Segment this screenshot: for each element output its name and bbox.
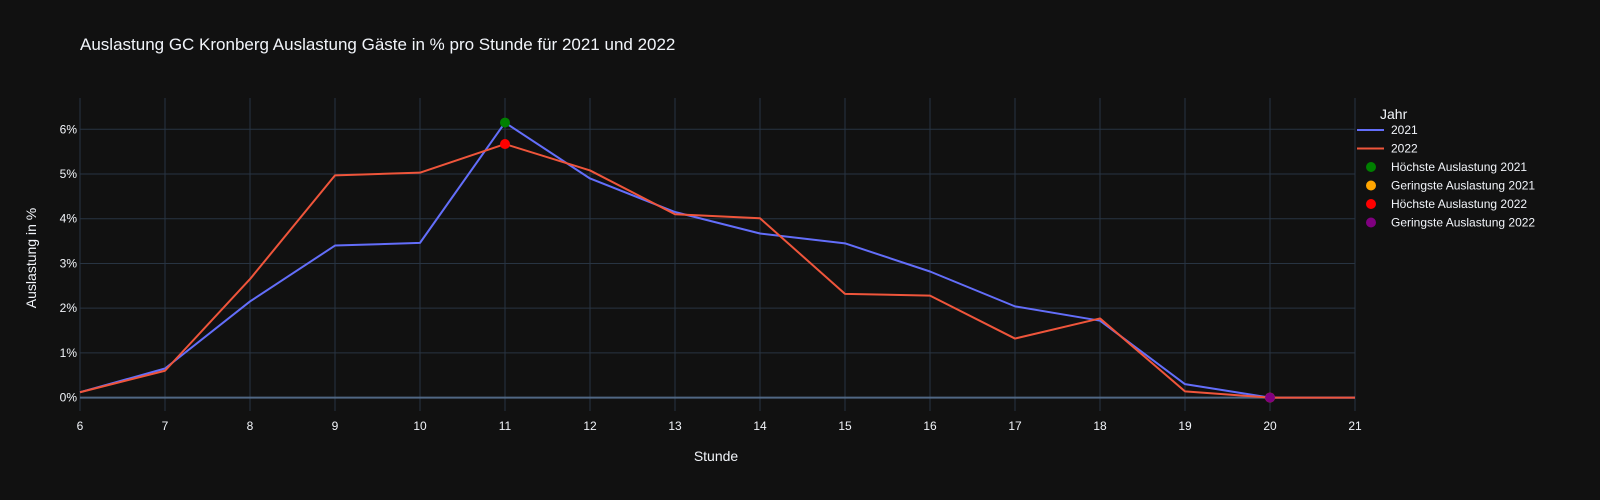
x-tick-label: 18	[1093, 419, 1107, 433]
highlight-markers	[500, 117, 1275, 403]
series-line-2022	[79, 143, 1355, 399]
legend-label: Geringste Auslastung 2021	[1391, 179, 1535, 193]
legend-label: Höchste Auslastung 2022	[1391, 197, 1527, 211]
x-axis: 6 7 8 9 10 11 12 13 14 15 16 17 18 19 20 21	[77, 419, 1362, 433]
highlight-marker	[1265, 392, 1275, 403]
y-tick-label: 6%	[60, 122, 78, 136]
y-tick-label: 5%	[60, 167, 78, 181]
legend-swatch-dot	[1366, 180, 1376, 191]
y-axis-title: Auslastung in %	[23, 208, 39, 308]
legend-swatch-dot	[1366, 217, 1376, 228]
highlight-marker	[500, 139, 510, 150]
y-tick-label: 0%	[60, 391, 78, 405]
x-tick-label: 10	[413, 419, 427, 433]
x-tick-label: 17	[1008, 419, 1022, 433]
x-tick-label: 19	[1178, 419, 1192, 433]
series-line-2021	[79, 121, 1355, 399]
legend-label: 2021	[1391, 123, 1418, 137]
grid-lines	[79, 98, 1356, 411]
x-tick-label: 6	[77, 419, 84, 433]
y-tick-label: 1%	[60, 346, 78, 360]
y-axis: 0% 1% 2% 3% 4% 5% 6%	[60, 122, 78, 404]
x-axis-title: Stunde	[694, 448, 739, 464]
x-tick-label: 13	[668, 419, 682, 433]
legend[interactable]: Jahr 2021 2022 Höchste Auslastung 2021 Geri…	[1357, 106, 1535, 230]
x-tick-label: 16	[923, 419, 937, 433]
y-tick-label: 4%	[60, 212, 78, 226]
y-tick-label: 2%	[60, 301, 78, 315]
x-tick-label: 15	[838, 419, 852, 433]
x-tick-label: 8	[247, 419, 254, 433]
legend-swatch-dot	[1366, 199, 1376, 209]
x-tick-label: 12	[583, 419, 597, 433]
x-tick-label: 21	[1348, 419, 1362, 433]
legend-title: Jahr	[1380, 106, 1408, 122]
chart-title: Auslastung GC Kronberg Auslastung Gäste …	[80, 35, 675, 54]
y-tick-label: 3%	[60, 256, 78, 270]
x-tick-label: 9	[332, 419, 339, 433]
legend-label: 2022	[1391, 142, 1418, 156]
x-tick-label: 11	[499, 419, 512, 433]
x-tick-label: 20	[1263, 419, 1277, 433]
x-tick-label: 7	[162, 419, 169, 433]
legend-label: Höchste Auslastung 2021	[1391, 160, 1527, 174]
highlight-marker	[500, 117, 510, 128]
x-tick-label: 14	[753, 419, 767, 433]
series-lines	[79, 121, 1355, 399]
legend-label: Geringste Auslastung 2022	[1391, 216, 1535, 230]
legend-swatch-dot	[1366, 162, 1376, 172]
